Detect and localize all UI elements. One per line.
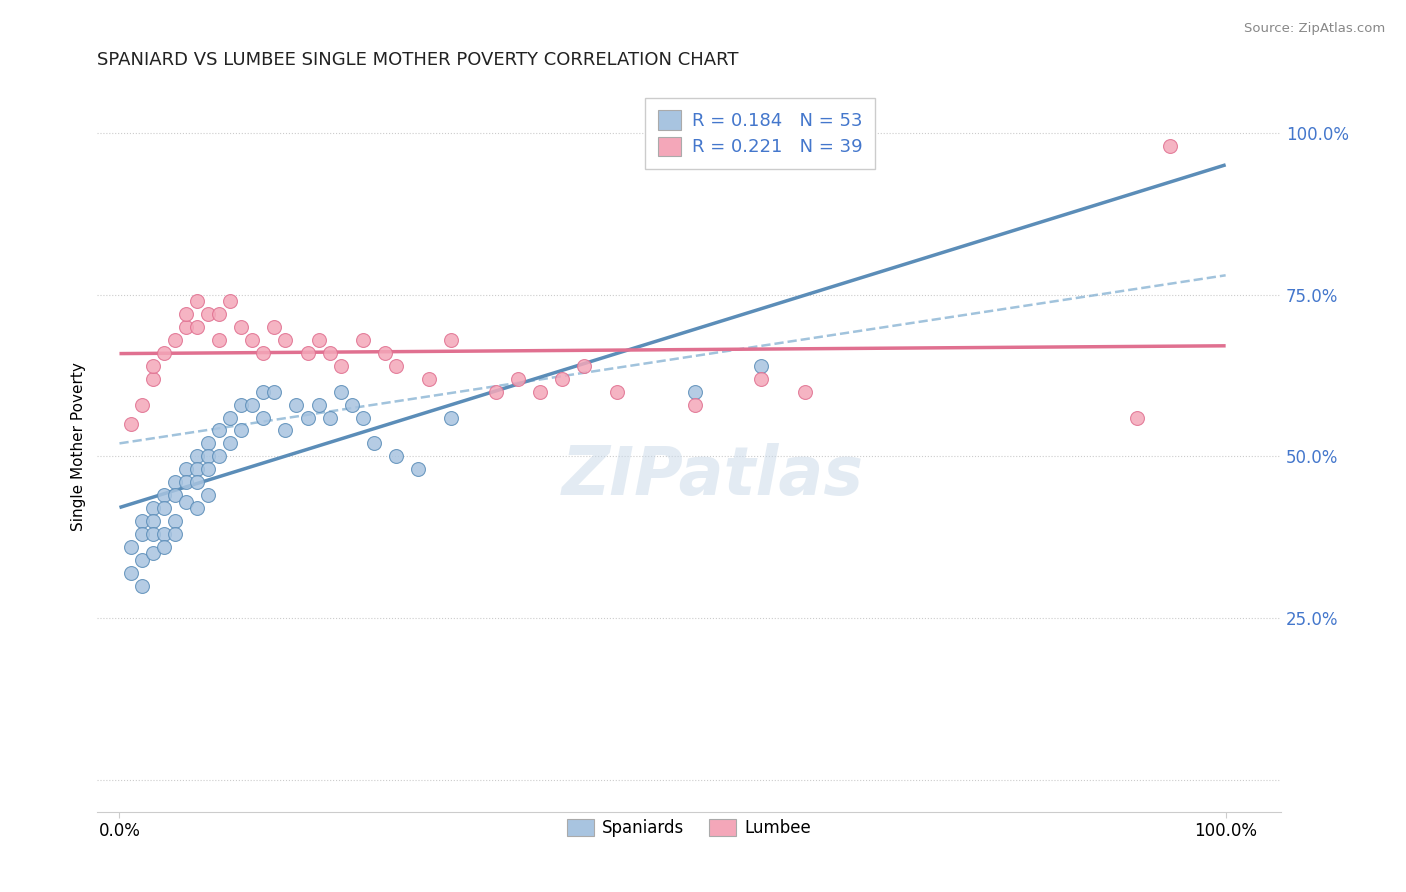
Point: [308, 398, 330, 412]
Point: [152, 488, 174, 502]
Point: [329, 384, 352, 399]
Point: [163, 514, 186, 528]
Point: [208, 424, 231, 438]
Point: [131, 553, 153, 567]
Point: [152, 346, 174, 360]
Point: [197, 307, 219, 321]
Point: [174, 320, 197, 334]
Point: [263, 384, 285, 399]
Point: [142, 546, 165, 560]
Point: [385, 450, 408, 464]
Point: [374, 346, 396, 360]
Text: Source: ZipAtlas.com: Source: ZipAtlas.com: [1244, 22, 1385, 36]
Point: [186, 450, 208, 464]
Point: [297, 410, 319, 425]
Point: [683, 384, 706, 399]
Point: [406, 462, 429, 476]
Point: [131, 398, 153, 412]
Point: [163, 527, 186, 541]
Point: [285, 398, 308, 412]
Point: [142, 527, 165, 541]
Point: [231, 424, 253, 438]
Point: [297, 346, 319, 360]
Point: [352, 410, 374, 425]
Point: [484, 384, 506, 399]
Point: [252, 410, 274, 425]
Point: [174, 307, 197, 321]
Point: [308, 333, 330, 347]
Point: [263, 320, 285, 334]
Legend: Spaniards, Lumbee: Spaniards, Lumbee: [561, 813, 818, 844]
Point: [352, 333, 374, 347]
Point: [174, 462, 197, 476]
Point: [572, 359, 595, 373]
Point: [385, 359, 408, 373]
Point: [152, 540, 174, 554]
Point: [1159, 139, 1181, 153]
Point: [529, 384, 551, 399]
Point: [219, 410, 242, 425]
Point: [197, 436, 219, 450]
Point: [197, 450, 219, 464]
Point: [208, 450, 231, 464]
Point: [551, 372, 574, 386]
Point: [142, 514, 165, 528]
Point: [142, 359, 165, 373]
Point: [506, 372, 529, 386]
Point: [231, 320, 253, 334]
Point: [186, 320, 208, 334]
Point: [418, 372, 440, 386]
Point: [240, 333, 263, 347]
Point: [219, 436, 242, 450]
Point: [219, 294, 242, 309]
Point: [252, 346, 274, 360]
Y-axis label: Single Mother Poverty: Single Mother Poverty: [72, 362, 86, 531]
Point: [749, 372, 772, 386]
Point: [440, 410, 463, 425]
Text: SPANIARD VS LUMBEE SINGLE MOTHER POVERTY CORRELATION CHART: SPANIARD VS LUMBEE SINGLE MOTHER POVERTY…: [97, 51, 738, 69]
Point: [318, 346, 340, 360]
Point: [120, 566, 142, 580]
Point: [363, 436, 385, 450]
Point: [274, 333, 297, 347]
Point: [274, 424, 297, 438]
Point: [186, 462, 208, 476]
Point: [197, 488, 219, 502]
Point: [163, 333, 186, 347]
Point: [683, 398, 706, 412]
Point: [131, 579, 153, 593]
Point: [340, 398, 363, 412]
Point: [240, 398, 263, 412]
Point: [186, 294, 208, 309]
Point: [120, 540, 142, 554]
Point: [163, 488, 186, 502]
Point: [163, 475, 186, 490]
Point: [174, 475, 197, 490]
Point: [794, 384, 817, 399]
Point: [186, 501, 208, 516]
Point: [231, 398, 253, 412]
Point: [131, 527, 153, 541]
Text: ZIPatlas: ZIPatlas: [562, 442, 863, 508]
Point: [152, 527, 174, 541]
Point: [197, 462, 219, 476]
Point: [440, 333, 463, 347]
Point: [1126, 410, 1149, 425]
Point: [120, 417, 142, 431]
Point: [208, 333, 231, 347]
Point: [186, 475, 208, 490]
Point: [131, 514, 153, 528]
Point: [208, 307, 231, 321]
Point: [142, 501, 165, 516]
Point: [152, 501, 174, 516]
Point: [142, 372, 165, 386]
Point: [749, 359, 772, 373]
Point: [329, 359, 352, 373]
Point: [252, 384, 274, 399]
Point: [174, 494, 197, 508]
Point: [318, 410, 340, 425]
Point: [606, 384, 628, 399]
